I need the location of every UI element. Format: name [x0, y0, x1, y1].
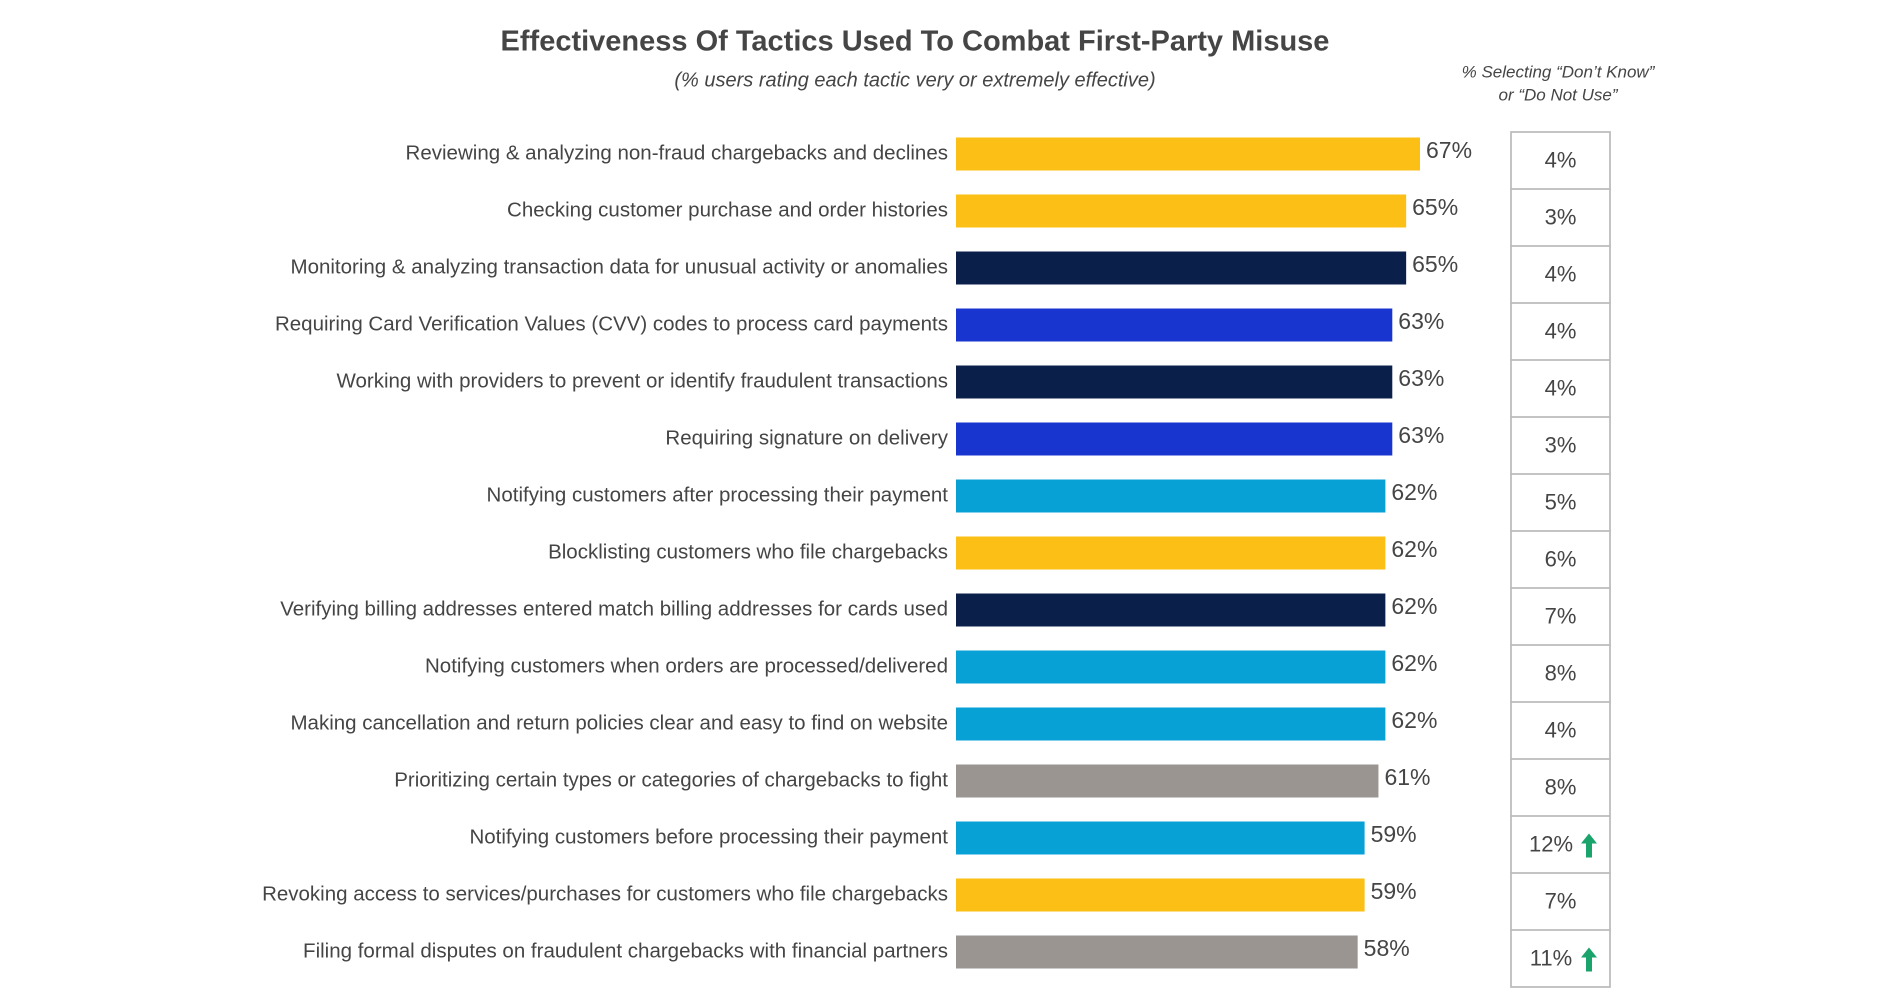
value-label: 65% — [1412, 194, 1458, 220]
category-label: Requiring Card Verification Values (CVV)… — [275, 312, 948, 335]
table-value: 8% — [1545, 774, 1577, 799]
value-label: 63% — [1398, 365, 1444, 391]
value-label: 67% — [1426, 137, 1472, 163]
category-label: Reviewing & analyzing non-fraud chargeba… — [406, 141, 948, 164]
bar — [956, 308, 1393, 342]
value-label: 61% — [1384, 764, 1430, 790]
bar — [956, 194, 1407, 228]
value-label: 59% — [1371, 878, 1417, 904]
bar — [956, 422, 1393, 456]
value-label: 63% — [1398, 422, 1444, 448]
category-label: Requiring signature on delivery — [665, 426, 948, 449]
bar — [956, 707, 1386, 741]
bar — [956, 821, 1365, 855]
value-label: 58% — [1364, 935, 1410, 961]
table-value: 8% — [1545, 660, 1577, 685]
bar — [956, 137, 1420, 171]
value-label: 62% — [1391, 650, 1437, 676]
table-header: or “Do Not Use” — [1498, 85, 1618, 104]
value-label: 63% — [1398, 308, 1444, 334]
table-cell — [1510, 929, 1611, 988]
bar — [956, 764, 1379, 798]
bar — [956, 878, 1365, 912]
chart-title: Effectiveness Of Tactics Used To Combat … — [501, 26, 1330, 58]
category-label: Notifying customers before processing th… — [469, 825, 948, 848]
category-label: Monitoring & analyzing transaction data … — [291, 255, 949, 278]
table-value: 4% — [1545, 375, 1577, 400]
table-header: % Selecting “Don’t Know” — [1462, 62, 1656, 81]
category-label: Making cancellation and return policies … — [290, 711, 948, 734]
table-value: 4% — [1545, 318, 1577, 343]
category-label: Blocklisting customers who file chargeba… — [548, 540, 948, 563]
value-label: 65% — [1412, 251, 1458, 277]
category-label: Checking customer purchase and order his… — [507, 198, 948, 221]
category-label: Revoking access to services/purchases fo… — [262, 882, 948, 905]
value-label: 62% — [1391, 707, 1437, 733]
category-label: Prioritizing certain types or categories… — [394, 768, 948, 791]
table-value: 12% — [1529, 831, 1573, 856]
table-value: 7% — [1545, 888, 1577, 913]
bar — [956, 251, 1407, 285]
value-label: 62% — [1391, 593, 1437, 619]
value-label: 59% — [1371, 821, 1417, 847]
value-label: 62% — [1391, 479, 1437, 505]
table-value: 4% — [1545, 147, 1577, 172]
category-label: Filing formal disputes on fraudulent cha… — [303, 939, 948, 962]
table-value: 3% — [1545, 432, 1577, 457]
table-value: 5% — [1545, 489, 1577, 514]
bar — [956, 935, 1358, 969]
bar — [956, 479, 1386, 513]
table-value: 4% — [1545, 717, 1577, 742]
table-value: 11% — [1530, 945, 1572, 970]
chart-subtitle: (% users rating each tactic very or extr… — [674, 69, 1155, 91]
value-label: 62% — [1391, 536, 1437, 562]
table-value: 6% — [1545, 546, 1577, 571]
category-label: Notifying customers when orders are proc… — [425, 654, 948, 677]
trend-arrow — [1581, 947, 1597, 972]
table-value: 7% — [1545, 603, 1577, 628]
bar — [956, 650, 1386, 684]
bar — [956, 593, 1386, 627]
bar — [956, 536, 1386, 570]
category-label: Working with providers to prevent or ide… — [336, 369, 948, 392]
category-label: Notifying customers after processing the… — [487, 483, 949, 506]
trend-arrow — [1581, 833, 1597, 858]
bar — [956, 365, 1393, 399]
table-value: 4% — [1545, 261, 1577, 286]
table-value: 3% — [1545, 204, 1577, 229]
category-label: Verifying billing addresses entered matc… — [280, 597, 948, 620]
